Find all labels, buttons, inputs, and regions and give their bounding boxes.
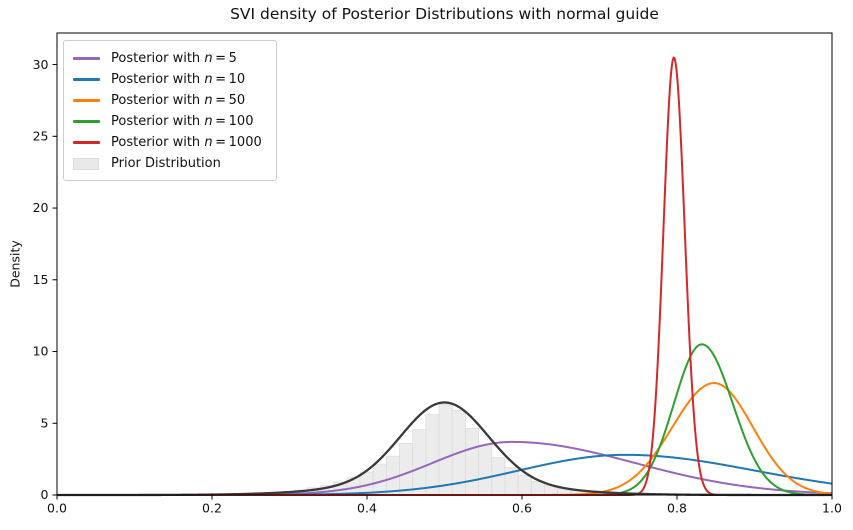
- legend-item-posterior-with-n-50: Posterior with n = 50: [73, 90, 262, 111]
- y-tick-label: 10: [33, 344, 49, 359]
- legend-line-swatch: [73, 78, 100, 81]
- legend-item-posterior-with-n-10: Posterior with n = 10: [73, 69, 262, 90]
- axes-spines: [56, 32, 833, 496]
- prior-hist-bar: [425, 414, 440, 496]
- y-tick-label: 0: [41, 487, 49, 502]
- prior-hist-bar: [465, 427, 479, 496]
- legend-item-prior-distribution: Prior Distribution: [73, 153, 262, 174]
- legend-item-label: Posterior with n = 50: [111, 93, 246, 108]
- x-tick-label: 1.0: [822, 501, 842, 516]
- legend-item-label: Prior Distribution: [111, 156, 221, 171]
- y-tick-label: 30: [33, 57, 49, 72]
- y-tick-label: 15: [33, 272, 49, 287]
- y-tick-label: 5: [41, 415, 49, 430]
- y-tick-label: 25: [33, 129, 49, 144]
- prior-histogram-group: [254, 403, 624, 496]
- legend-item-label: Posterior with n = 100: [111, 114, 254, 129]
- legend-item-label: Posterior with n = 10: [111, 72, 246, 87]
- legend-line-swatch: [73, 57, 100, 60]
- prior-hist-bar: [412, 429, 427, 496]
- x-tick-label: 0.0: [47, 501, 67, 516]
- y-tick-label: 20: [33, 200, 49, 215]
- prior-hist-bar: [530, 480, 545, 496]
- prior-hist-bar: [478, 444, 493, 496]
- legend-line-swatch: [73, 141, 100, 144]
- legend-line-swatch: [73, 120, 100, 123]
- prior-hist-bar: [399, 442, 414, 496]
- legend-item-posterior-with-n-5: Posterior with n = 5: [73, 48, 262, 69]
- legend-item-posterior-with-n-1000: Posterior with n = 1000: [73, 132, 262, 153]
- legend-item-posterior-with-n-100: Posterior with n = 100: [73, 111, 262, 132]
- legend-item-label: Posterior with n = 5: [111, 51, 237, 66]
- chart-title: SVI density of Posterior Distributions w…: [230, 5, 659, 23]
- legend: Posterior with n = 5 Posterior with n = 1…: [63, 40, 277, 181]
- x-tick-label: 0.2: [202, 501, 222, 516]
- prior-hist-bar: [438, 403, 453, 496]
- legend-item-label: Posterior with n = 1000: [111, 135, 262, 150]
- x-tick-label: 0.6: [512, 501, 532, 516]
- prior-hist-bar: [517, 475, 532, 496]
- x-tick-label: 0.8: [667, 501, 687, 516]
- axes-group: 0.0 0.2 0.4 0.6 0.8 1.0 0 5 10 15 20 25 30: [33, 32, 842, 516]
- legend-patch-swatch: [73, 157, 99, 170]
- legend-line-swatch: [73, 99, 100, 102]
- x-tick-label: 0.4: [357, 501, 377, 516]
